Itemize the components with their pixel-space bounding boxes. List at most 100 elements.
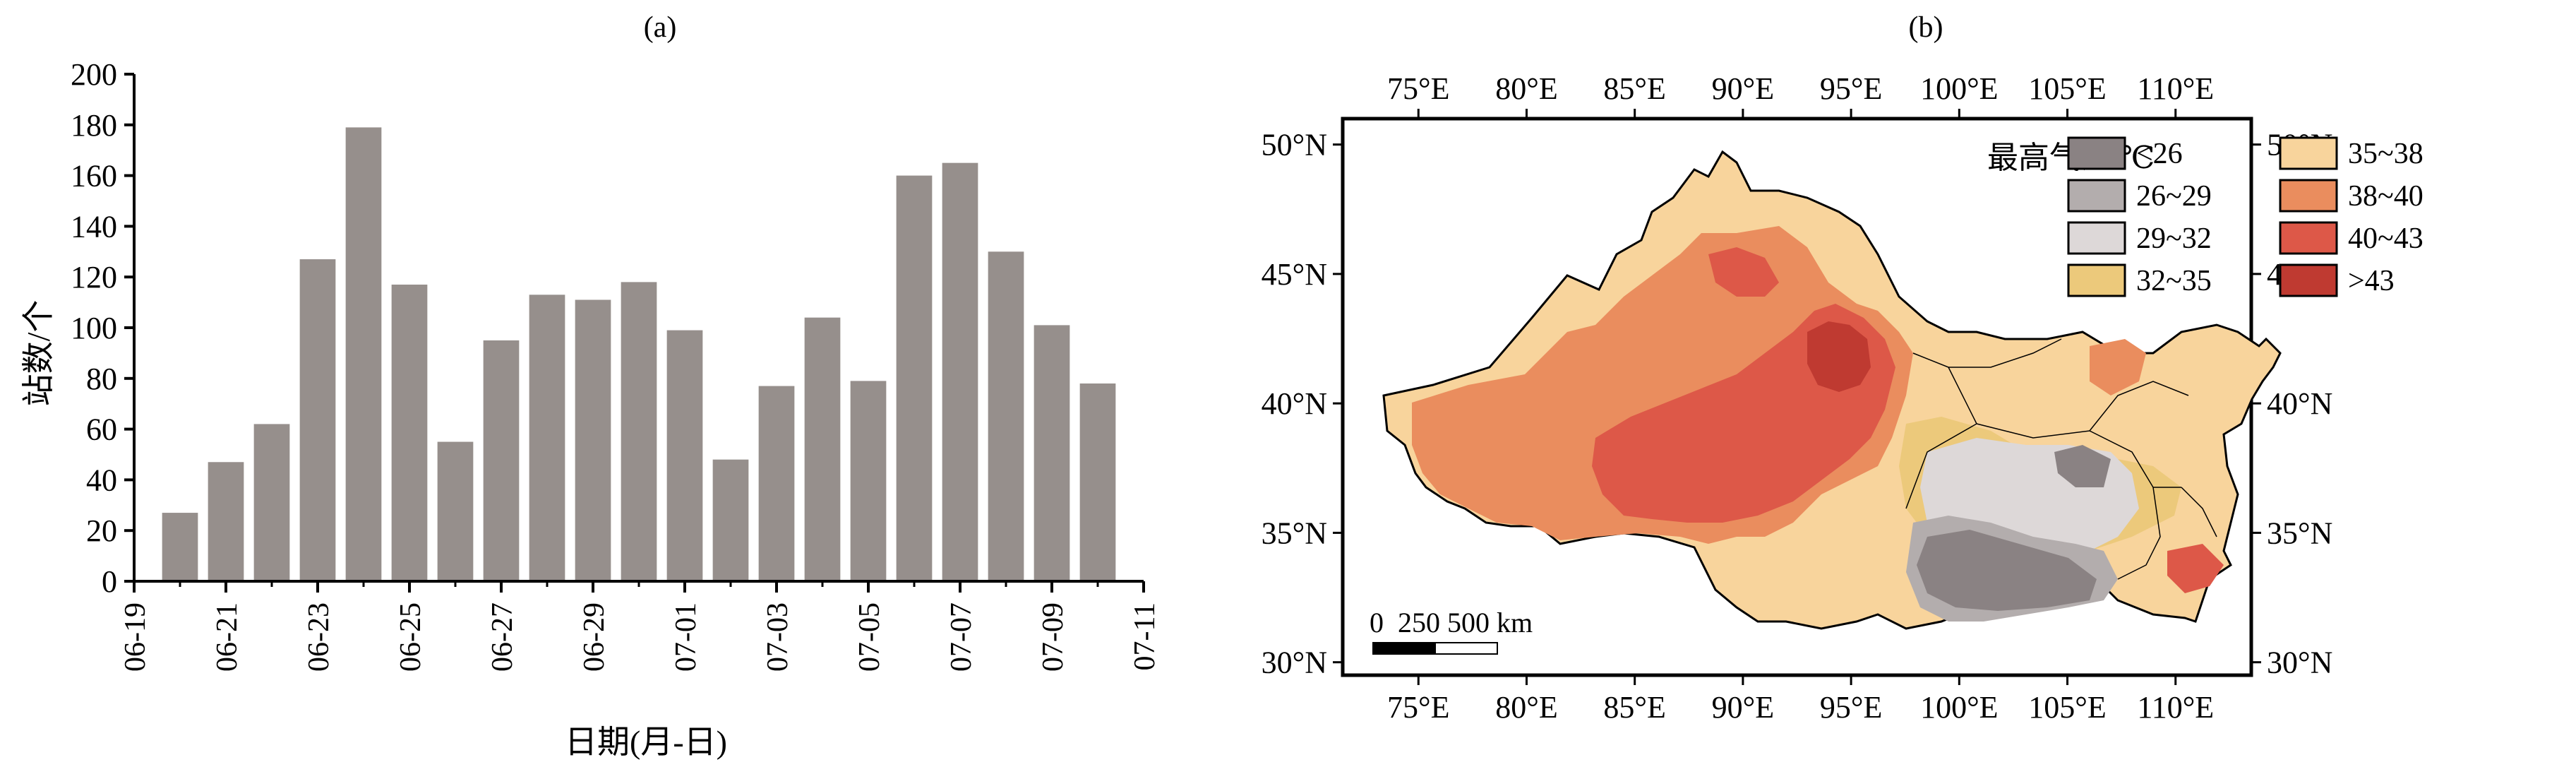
lat-label-left: 35°N	[1262, 516, 1327, 550]
bar-06-30	[621, 282, 657, 581]
bar-07-10	[1079, 383, 1116, 581]
legend-label: 40~43	[2348, 222, 2424, 255]
lon-label-bottom: 90°E	[1712, 690, 1774, 725]
lat-label-left: 30°N	[1262, 646, 1327, 680]
bars-group	[162, 127, 1116, 582]
bar-06-29	[575, 299, 611, 581]
y-tick-label: 160	[71, 159, 117, 194]
bar-06-25	[391, 284, 428, 581]
y-tick-label: 20	[86, 513, 117, 548]
lon-label-top: 110°E	[2137, 71, 2214, 106]
bar-07-07	[942, 162, 978, 581]
x-tick-label: 07-07	[945, 602, 978, 672]
lon-label-top: 75°E	[1387, 71, 1449, 106]
y-tick-label: 80	[86, 362, 117, 396]
legend-label: 29~32	[2136, 222, 2212, 255]
y-axis-label: 站数/个	[20, 300, 56, 407]
map-legend: 最高气温/℃ <2626~2929~3232~3535~3838~4040~43…	[1987, 136, 2424, 297]
y-tick-label: 0	[102, 564, 117, 599]
lat-label-right: 40°N	[2267, 386, 2332, 421]
legend-label: >43	[2348, 265, 2395, 297]
legend-swatch	[2279, 221, 2338, 255]
province-boundary	[1905, 338, 2217, 580]
lon-label-top: 105°E	[2028, 71, 2106, 106]
bar-06-22	[253, 424, 290, 581]
y-tick-label: 200	[71, 57, 117, 92]
scale-bar-white	[1434, 642, 1498, 655]
bar-06-28	[529, 295, 565, 581]
map-region	[1382, 150, 2282, 630]
bar-07-04	[804, 317, 841, 581]
y-tick-label: 140	[71, 209, 117, 244]
bar-07-01	[666, 330, 703, 581]
x-tick-label: 07-05	[853, 602, 886, 672]
x-tick-label: 06-25	[395, 602, 427, 672]
legend-label: 38~40	[2348, 180, 2424, 213]
scale-bar-label: 0 250 500 km	[1370, 607, 1533, 638]
y-tick-label: 100	[71, 311, 117, 345]
legend-swatch	[2279, 179, 2338, 213]
lat-label-right: 30°N	[2267, 646, 2332, 680]
x-tick-label: 06-27	[486, 602, 519, 672]
y-axis: 0 20 40 60 80 100 120 140 160 180 200	[71, 57, 136, 599]
lon-label-top: 100°E	[1920, 71, 1998, 106]
y-tick-label: 180	[71, 108, 117, 143]
bar-06-23	[299, 259, 336, 581]
legend-swatch	[2067, 263, 2126, 297]
bar-06-26	[437, 441, 474, 581]
lat-labels-right: 50°N45°N40°N35°N30°N	[2267, 128, 2332, 680]
region-zone-north-red	[1708, 247, 1779, 297]
legend-swatch	[2279, 136, 2338, 170]
y-tick-label: 120	[71, 260, 117, 295]
lat-labels-left: 50°N 45°N 40°N 35°N 30°N	[1262, 128, 1327, 680]
legend-label: 26~29	[2136, 180, 2212, 213]
x-tick-label: 06-23	[303, 602, 335, 672]
map-panel: (b) 75°E 80°E 85°E 90°E 95°E 100°E 105°E 110°E …	[1262, 11, 2424, 725]
lon-label-bottom: 95°E	[1820, 690, 1882, 725]
lon-label-top: 80°E	[1495, 71, 1557, 106]
legend-label: 32~35	[2136, 265, 2212, 297]
legend-label: <26	[2136, 138, 2183, 170]
legend-swatch	[2067, 221, 2126, 255]
legend-swatch	[2067, 136, 2126, 170]
x-tick-label: 07-11	[1129, 602, 1161, 670]
x-axis: 06-19 06-21 06-23 06-25 06-27 06-29 07-01 07-03…	[119, 580, 1161, 672]
legend-swatch	[2279, 263, 2338, 297]
x-tick-label: 07-03	[762, 602, 794, 672]
region-zone-east-orange	[2090, 339, 2146, 396]
x-tick-label: 06-29	[578, 602, 611, 672]
bar-07-09	[1034, 325, 1070, 581]
bar-06-27	[483, 340, 520, 581]
bar-06-24	[345, 127, 382, 581]
region-zone-over-43	[1807, 321, 1871, 392]
panel-label-b: (b)	[1909, 11, 1943, 44]
bar-06-21	[208, 462, 244, 581]
y-tick-label: 60	[86, 412, 117, 447]
x-tick-label: 06-19	[119, 602, 152, 672]
lon-label-bottom: 100°E	[1920, 690, 1998, 725]
lon-labels-bottom: 75°E 80°E 85°E 90°E 95°E 100°E 105°E 110°E	[1387, 690, 2214, 725]
bar-07-06	[896, 175, 933, 582]
y-tick-label: 40	[86, 463, 117, 497]
lon-label-top: 95°E	[1820, 71, 1882, 106]
lat-label-right: 35°N	[2267, 516, 2332, 550]
region-zone-southeast-red	[2167, 544, 2224, 593]
lat-label-left: 50°N	[1262, 128, 1327, 162]
bar-07-08	[988, 251, 1024, 581]
lon-label-top: 85°E	[1603, 71, 1665, 106]
lat-label-left: 40°N	[1262, 386, 1327, 421]
region-zone-under-26-north	[2054, 445, 2111, 487]
x-tick-label: 07-01	[670, 602, 702, 672]
lon-label-bottom: 105°E	[2028, 690, 2106, 725]
panel-label-a: (a)	[644, 11, 677, 44]
lon-label-bottom: 75°E	[1387, 690, 1449, 725]
scale-bar: 0 250 500 km	[1370, 607, 1533, 655]
region-zone-under-26	[1917, 530, 2097, 611]
bar-07-02	[712, 459, 749, 581]
map-ticks	[1333, 109, 2261, 685]
lon-label-bottom: 85°E	[1603, 690, 1665, 725]
x-tick-label: 06-21	[211, 602, 244, 672]
x-axis-label: 日期(月-日)	[565, 724, 727, 760]
lon-label-bottom: 110°E	[2137, 690, 2214, 725]
